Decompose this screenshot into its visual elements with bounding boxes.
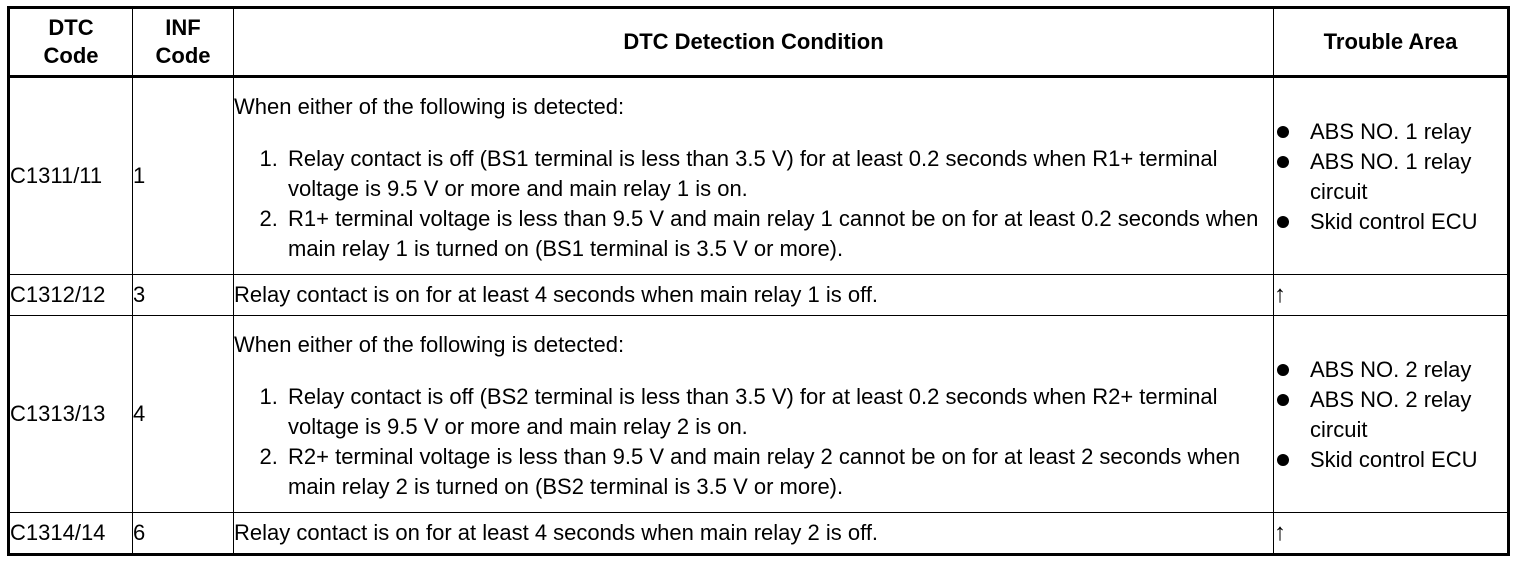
table-header-row: DTC Code INF Code DTC Detection Conditio… (8, 7, 1509, 77)
trouble-area-cell: ABS NO. 2 relay ABS NO. 2 relay circuit … (1273, 315, 1509, 513)
trouble-area-list: ABS NO. 2 relay ABS NO. 2 relay circuit … (1274, 355, 1507, 475)
dtc-code-cell: C1311/11 (8, 76, 133, 275)
condition-cell: Relay contact is on for at least 4 secon… (233, 512, 1274, 555)
dtc-code-cell: C1314/14 (8, 512, 133, 555)
inf-code-cell: 3 (132, 274, 234, 316)
trouble-area-item: Skid control ECU (1274, 207, 1507, 237)
bullet-icon (1277, 156, 1289, 168)
condition-step: Relay contact is off (BS1 terminal is le… (284, 144, 1273, 204)
dtc-code-cell: C1313/13 (8, 315, 133, 513)
bullet-icon (1277, 454, 1289, 466)
header-trouble-area: Trouble Area (1273, 7, 1509, 77)
condition-cell: Relay contact is on for at least 4 secon… (233, 274, 1274, 316)
trouble-area-item: ABS NO. 1 relay (1274, 117, 1507, 147)
bullet-icon (1277, 216, 1289, 228)
up-arrow-icon: ↑ (1273, 512, 1509, 555)
condition-cell: When either of the following is detected… (233, 76, 1274, 275)
trouble-area-list: ABS NO. 1 relay ABS NO. 1 relay circuit … (1274, 117, 1507, 237)
trouble-area-item: ABS NO. 2 relay circuit (1274, 385, 1507, 445)
table-row: C1313/13 4 When either of the following … (8, 315, 1509, 513)
bullet-icon (1277, 394, 1289, 406)
condition-step: R2+ terminal voltage is less than 9.5 V … (284, 442, 1273, 502)
condition-steps: Relay contact is off (BS1 terminal is le… (234, 144, 1273, 264)
condition-steps: Relay contact is off (BS2 terminal is le… (234, 382, 1273, 502)
condition-step: Relay contact is off (BS2 terminal is le… (284, 382, 1273, 442)
trouble-area-item: Skid control ECU (1274, 445, 1507, 475)
table-row: C1311/11 1 When either of the following … (8, 76, 1509, 275)
table-row: C1312/12 3 Relay contact is on for at le… (8, 274, 1509, 316)
bullet-icon (1277, 126, 1289, 138)
condition-cell: When either of the following is detected… (233, 315, 1274, 513)
condition-lead: When either of the following is detected… (234, 94, 625, 119)
table-row: C1314/14 6 Relay contact is on for at le… (8, 512, 1509, 555)
dtc-table-container: DTC Code INF Code DTC Detection Conditio… (7, 6, 1510, 560)
inf-code-cell: 4 (132, 315, 234, 513)
condition-step: R1+ terminal voltage is less than 9.5 V … (284, 204, 1273, 264)
header-detection-condition: DTC Detection Condition (233, 7, 1274, 77)
header-dtc-code: DTC Code (8, 7, 133, 77)
bullet-icon (1277, 364, 1289, 376)
trouble-area-cell: ABS NO. 1 relay ABS NO. 1 relay circuit … (1273, 76, 1509, 275)
trouble-area-item: ABS NO. 2 relay (1274, 355, 1507, 385)
up-arrow-icon: ↑ (1273, 274, 1509, 316)
header-inf-code: INF Code (132, 7, 234, 77)
dtc-code-cell: C1312/12 (8, 274, 133, 316)
inf-code-cell: 1 (132, 76, 234, 275)
condition-lead: When either of the following is detected… (234, 332, 625, 357)
trouble-area-item: ABS NO. 1 relay circuit (1274, 147, 1507, 207)
inf-code-cell: 6 (132, 512, 234, 555)
dtc-table: DTC Code INF Code DTC Detection Conditio… (7, 6, 1510, 556)
